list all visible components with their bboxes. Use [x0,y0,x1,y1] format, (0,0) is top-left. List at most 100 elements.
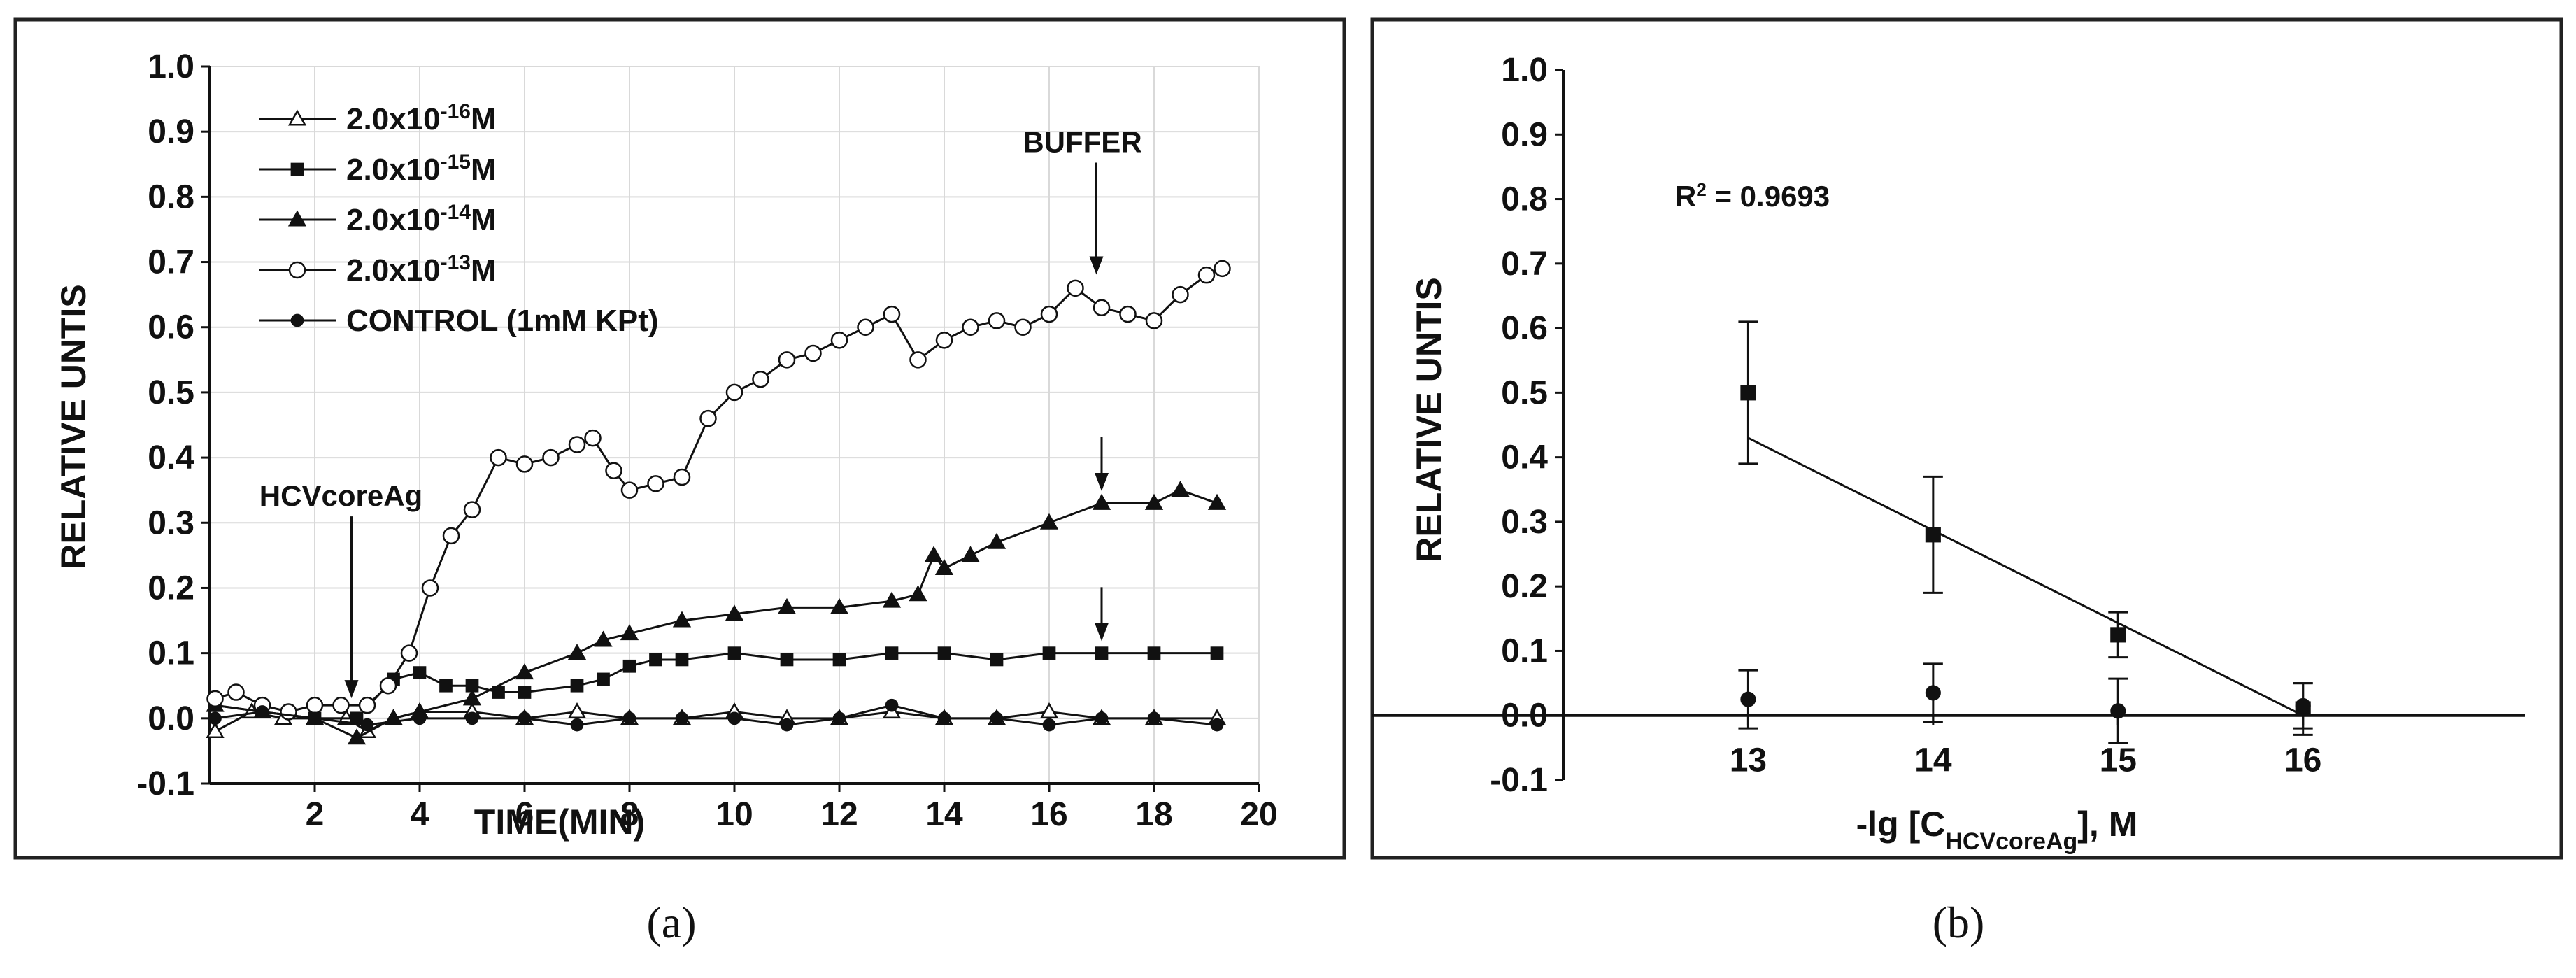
panel-b-caption: (b) [1933,898,1985,947]
y-tick-label: 0.0 [1501,697,1548,735]
data-point [937,646,951,660]
data-point [1207,493,1227,510]
legend-entry: 2.0x10-16M [346,100,497,137]
data-point [515,455,534,473]
panel-b-x-axis-label: -lg [CHCVcoreAg], M [1856,805,2138,855]
y-tick-label: 0.6 [148,309,194,346]
data-point [804,344,822,362]
data-point [518,686,532,699]
series-4 [208,698,1224,732]
data-point [780,718,794,732]
legend-marker [287,210,307,227]
x-tick-label: 18 [1135,796,1172,833]
data-point [1014,318,1032,336]
panel-a-y-axis-label: RELATIVE UNTIS [54,284,93,569]
data-point [1039,702,1059,718]
data-point [227,683,245,701]
series-line [215,704,1218,726]
data-point [1147,711,1161,725]
y-tick-label: 0.8 [148,178,194,215]
x-tick-label: 6 [515,796,534,833]
data-point [360,718,374,732]
x-tick-label: 12 [820,796,858,833]
y-tick-label: 0.1 [148,635,194,672]
series-3 [206,260,1231,721]
data-point [620,481,639,499]
data-point [727,711,741,725]
data-point [1119,305,1137,323]
y-tick-label: 0.1 [1501,632,1548,669]
data-point [885,698,899,712]
data-point [567,702,587,718]
data-point [649,653,662,667]
data-point [988,312,1006,329]
data-point [442,527,460,545]
data-point [1197,266,1216,284]
x-tick-label: 16 [2284,742,2321,779]
data-point [725,383,743,402]
series-1 [1738,662,2313,744]
panel-b-frame [1370,17,2563,860]
data-point [584,429,602,447]
data-point [490,448,507,467]
data-point [777,597,797,614]
data-point [332,696,350,714]
data-point [306,696,324,714]
y-tick-label: -0.1 [136,765,194,802]
y-tick-label: 0.5 [148,374,194,411]
data-point [518,711,532,725]
annotation-arrow [1089,162,1104,275]
data-point [937,711,951,725]
panel-b-axes [1372,69,2525,781]
panel-b-r-squared: R2 = 0.9693 [1675,179,1830,213]
data-point [673,468,691,486]
y-tick-label: 0.4 [1501,439,1548,476]
series-0 [1738,320,2313,736]
data-point [699,409,717,427]
legend-marker [290,313,304,327]
y-tick-label: 0.2 [1501,568,1548,605]
data-point [208,711,222,725]
x-tick-label: 10 [716,796,753,833]
data-point [1144,493,1164,510]
data-point [255,705,269,718]
panel-a-x-axis-label: TIME(MIN) [474,802,645,842]
x-tick-label: 16 [1030,796,1067,833]
data-point [570,679,584,693]
data-point [597,672,610,686]
annotation-arrow [1095,587,1109,642]
y-tick-label: 0.8 [1501,181,1548,218]
data-point [605,462,622,479]
data-point [206,690,224,708]
x-tick-label: 4 [411,796,429,833]
data-point [1171,481,1190,497]
y-tick-label: 0.0 [148,700,194,737]
data-point [1147,646,1161,660]
data-point [830,597,849,614]
data-point [924,546,944,562]
annotation-arrow-head [1095,623,1109,642]
y-tick-label: 0.9 [148,113,194,150]
data-point [780,653,794,667]
data-point [990,711,1004,725]
y-tick-label: 0.5 [1501,374,1548,411]
data-point [832,653,846,667]
data-point [1145,312,1163,329]
panel-a-annotations: HCVcoreAg BUFFER [259,126,1142,699]
y-tick-label: 0.7 [1501,246,1548,283]
annotation-arrow-head [1095,473,1109,491]
legend-marker [288,261,306,279]
data-point [857,318,874,336]
data-point [463,501,481,518]
data-point [2110,703,2126,719]
panel-a-caption: (a) [646,898,696,947]
y-tick-label: 1.0 [148,48,194,85]
data-point [358,696,376,714]
data-point [594,630,613,647]
annotation-arrow [1095,437,1109,491]
data-point [1095,711,1109,725]
data-point [622,711,636,725]
data-point [515,663,534,680]
data-point [1039,513,1059,530]
data-point [727,646,741,660]
